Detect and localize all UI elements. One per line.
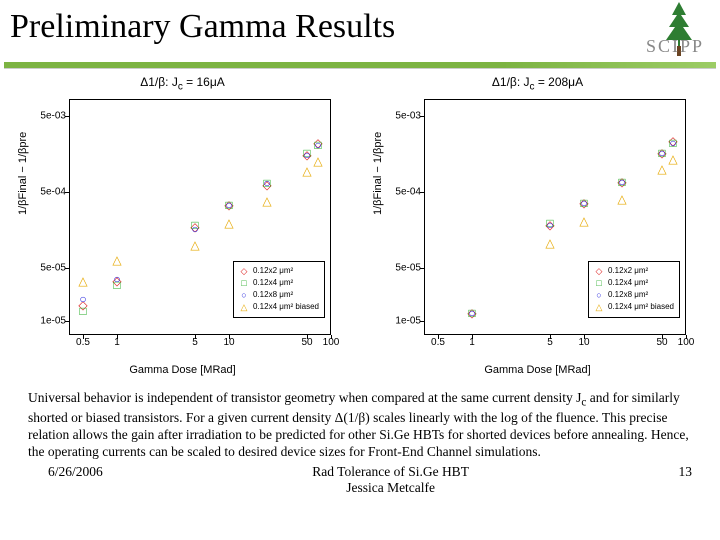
data-point: ○ bbox=[618, 176, 625, 188]
legend-item: ○ 0.12x8 μm² bbox=[594, 289, 674, 301]
data-point: ○ bbox=[468, 307, 475, 319]
legend-item: ○ 0.12x8 μm² bbox=[239, 289, 319, 301]
x-tick-label: 5 bbox=[547, 337, 553, 348]
legend-label: 0.12x4 μm² bbox=[253, 278, 293, 289]
x-tick-label: 5 bbox=[192, 337, 198, 348]
footer-author: Jessica Metcalfe bbox=[103, 480, 679, 496]
legend-marker-icon: □ bbox=[594, 277, 604, 289]
legend-label: 0.12x8 μm² bbox=[253, 290, 293, 301]
data-point: △ bbox=[617, 193, 626, 205]
x-tick-label: 100 bbox=[323, 337, 340, 348]
y-axis-label: 1/βFinal − 1/βpre bbox=[17, 132, 29, 215]
footer-title: Rad Tolerance of Si.Ge HBT bbox=[103, 464, 679, 480]
data-point: ○ bbox=[580, 197, 587, 209]
footer-center: Rad Tolerance of Si.Ge HBT Jessica Metca… bbox=[103, 464, 679, 496]
y-tick-label: 1e-05 bbox=[395, 316, 421, 327]
y-tick-label: 1e-05 bbox=[40, 316, 66, 327]
chart-right: Δ1/β: Jc = 208μA 1/βFinal − 1/βpre Gamma D… bbox=[370, 75, 705, 380]
chart-title: Δ1/β: Jc = 16μA bbox=[15, 75, 350, 92]
data-point: △ bbox=[262, 195, 271, 207]
y-tick-label: 5e-04 bbox=[395, 187, 421, 198]
data-point: △ bbox=[190, 239, 199, 251]
legend: ◇ 0.12x2 μm² □ 0.12x4 μm² ○ 0.12x8 μm² △ 0.12x4… bbox=[588, 261, 680, 318]
x-tick-label: 10 bbox=[578, 337, 589, 348]
data-point: △ bbox=[302, 165, 311, 177]
legend-marker-icon: △ bbox=[594, 301, 604, 313]
y-tick-label: 5e-05 bbox=[40, 263, 66, 274]
legend-item: △ 0.12x4 μm² biased bbox=[594, 301, 674, 313]
legend-item: ◇ 0.12x2 μm² bbox=[239, 265, 319, 277]
data-point: ○ bbox=[303, 149, 310, 161]
data-point: △ bbox=[657, 163, 666, 175]
x-axis-label: Gamma Dose [MRad] bbox=[370, 364, 705, 376]
legend-item: △ 0.12x4 μm² biased bbox=[239, 301, 319, 313]
legend-item: ◇ 0.12x2 μm² bbox=[594, 265, 674, 277]
data-point: △ bbox=[112, 254, 121, 266]
data-point: ○ bbox=[113, 273, 120, 285]
y-tick-label: 5e-04 bbox=[40, 187, 66, 198]
data-point: ○ bbox=[546, 219, 553, 231]
x-axis-label: Gamma Dose [MRad] bbox=[15, 364, 350, 376]
legend-label: 0.12x2 μm² bbox=[253, 266, 293, 277]
footer-date: 6/26/2006 bbox=[48, 464, 103, 496]
data-point: ○ bbox=[79, 293, 86, 305]
legend-marker-icon: ◇ bbox=[239, 265, 249, 277]
y-tick-label: 5e-03 bbox=[395, 111, 421, 122]
chart-left: Δ1/β: Jc = 16μA 1/βFinal − 1/βpre Gamma Do… bbox=[15, 75, 350, 380]
data-point: ○ bbox=[314, 139, 321, 151]
footer: 6/26/2006 Rad Tolerance of Si.Ge HBT Jes… bbox=[0, 464, 720, 502]
data-point: △ bbox=[313, 155, 322, 167]
x-tick-label: 1 bbox=[114, 337, 120, 348]
slide-title: Preliminary Gamma Results bbox=[10, 8, 710, 46]
legend-label: 0.12x8 μm² bbox=[608, 290, 648, 301]
x-tick-label: 100 bbox=[678, 337, 695, 348]
legend-marker-icon: ◇ bbox=[594, 265, 604, 277]
data-point: ○ bbox=[658, 147, 665, 159]
y-tick-label: 5e-03 bbox=[40, 111, 66, 122]
chart-title: Δ1/β: Jc = 208μA bbox=[370, 75, 705, 92]
data-point: □ bbox=[79, 305, 86, 317]
x-tick-label: 0.5 bbox=[431, 337, 445, 348]
legend-item: □ 0.12x4 μm² bbox=[594, 277, 674, 289]
scipp-label: SCIPP bbox=[646, 36, 704, 57]
data-point: ○ bbox=[191, 223, 198, 235]
legend: ◇ 0.12x2 μm² □ 0.12x4 μm² ○ 0.12x8 μm² △ 0.12x4… bbox=[233, 261, 325, 318]
x-tick-label: 50 bbox=[301, 337, 312, 348]
data-point: △ bbox=[545, 237, 554, 249]
data-point: △ bbox=[78, 275, 87, 287]
x-tick-label: 10 bbox=[223, 337, 234, 348]
legend-label: 0.12x4 μm² bbox=[608, 278, 648, 289]
y-tick-label: 5e-05 bbox=[395, 263, 421, 274]
data-point: ○ bbox=[669, 137, 676, 149]
x-tick-label: 1 bbox=[469, 337, 475, 348]
legend-marker-icon: □ bbox=[239, 277, 249, 289]
data-point: △ bbox=[224, 217, 233, 229]
footer-page-number: 13 bbox=[679, 464, 693, 496]
legend-label: 0.12x2 μm² bbox=[608, 266, 648, 277]
data-point: △ bbox=[579, 215, 588, 227]
data-point: ○ bbox=[225, 199, 232, 211]
data-point: ○ bbox=[263, 177, 270, 189]
x-tick-label: 50 bbox=[656, 337, 667, 348]
charts-row: Δ1/β: Jc = 16μA 1/βFinal − 1/βpre Gamma Do… bbox=[0, 69, 720, 384]
legend-label: 0.12x4 μm² biased bbox=[253, 302, 319, 313]
legend-marker-icon: ○ bbox=[239, 289, 249, 301]
x-tick-label: 0.5 bbox=[76, 337, 90, 348]
legend-marker-icon: △ bbox=[239, 301, 249, 313]
legend-marker-icon: ○ bbox=[594, 289, 604, 301]
data-point: △ bbox=[668, 153, 677, 165]
body-paragraph: Universal behavior is independent of tra… bbox=[0, 384, 720, 464]
legend-label: 0.12x4 μm² biased bbox=[608, 302, 674, 313]
legend-item: □ 0.12x4 μm² bbox=[239, 277, 319, 289]
slide-header: Preliminary Gamma Results SCIPP bbox=[0, 0, 720, 62]
y-axis-label: 1/βFinal − 1/βpre bbox=[372, 132, 384, 215]
